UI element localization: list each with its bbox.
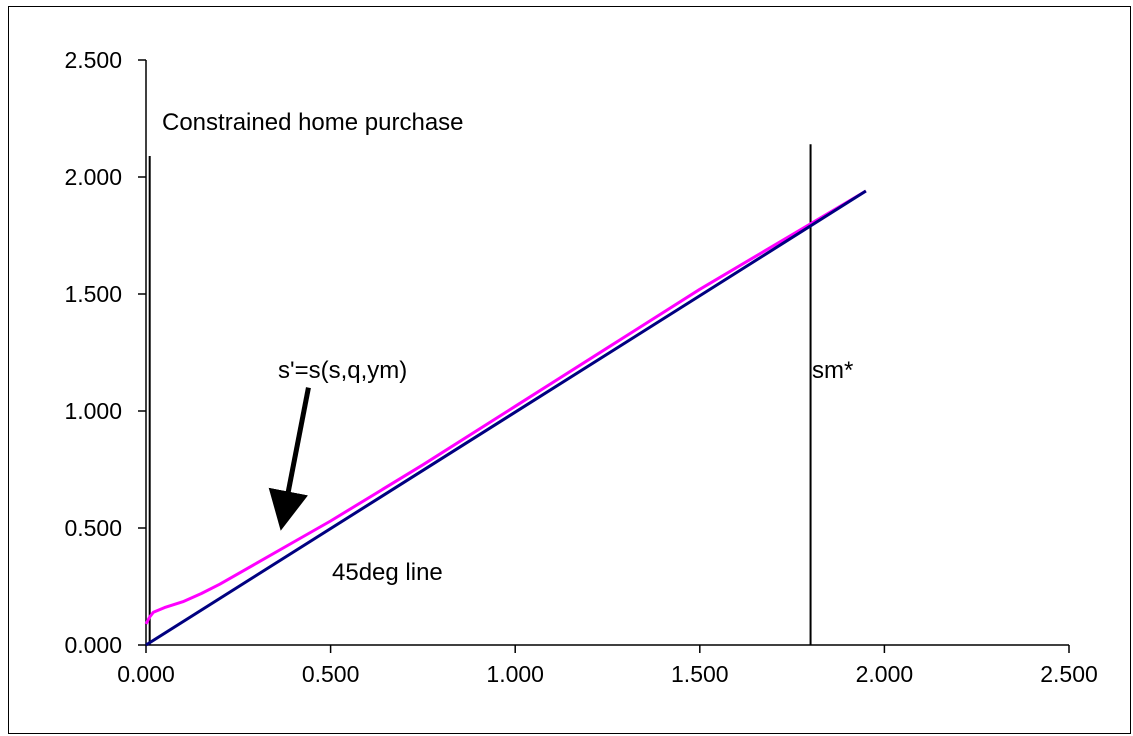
y-tick-label: 1.500 xyxy=(64,281,122,307)
series-group xyxy=(144,189,867,647)
annotation-45deg-line: 45deg line xyxy=(332,559,443,586)
x-axis-ticks: 0.000 0.500 1.000 1.500 2.000 2.500 xyxy=(117,645,1098,687)
y-tick-label: 2.500 xyxy=(64,47,122,73)
annotation-policy-function: s'=s(s,q,ym) xyxy=(278,357,407,384)
vertical-lines xyxy=(148,144,812,645)
y-axis-ticks: 0.000 0.500 1.000 1.500 2.000 2.500 xyxy=(64,47,146,658)
x-tick-label: 1.500 xyxy=(671,661,729,687)
annotation-sm-star: sm* xyxy=(812,357,853,384)
series-45deg-line xyxy=(145,189,867,647)
x-tick-label: 2.500 xyxy=(1040,661,1098,687)
y-tick-label: 1.000 xyxy=(64,398,122,424)
annotation-constrained: Constrained home purchase xyxy=(162,109,464,136)
annotations: Constrained home purchase s'=s(s,q,ym) 4… xyxy=(162,109,853,586)
y-tick-label: 0.500 xyxy=(64,515,122,541)
series-policy-function-line xyxy=(144,189,867,625)
x-tick-label: 2.000 xyxy=(856,661,914,687)
x-tick-label: 0.000 xyxy=(117,661,175,687)
x-tick-label: 1.000 xyxy=(486,661,544,687)
annotation-arrow xyxy=(268,387,311,531)
x-tick-label: 0.500 xyxy=(302,661,360,687)
axes xyxy=(145,60,1069,646)
y-tick-label: 2.000 xyxy=(64,164,122,190)
y-tick-label: 0.000 xyxy=(64,632,122,658)
